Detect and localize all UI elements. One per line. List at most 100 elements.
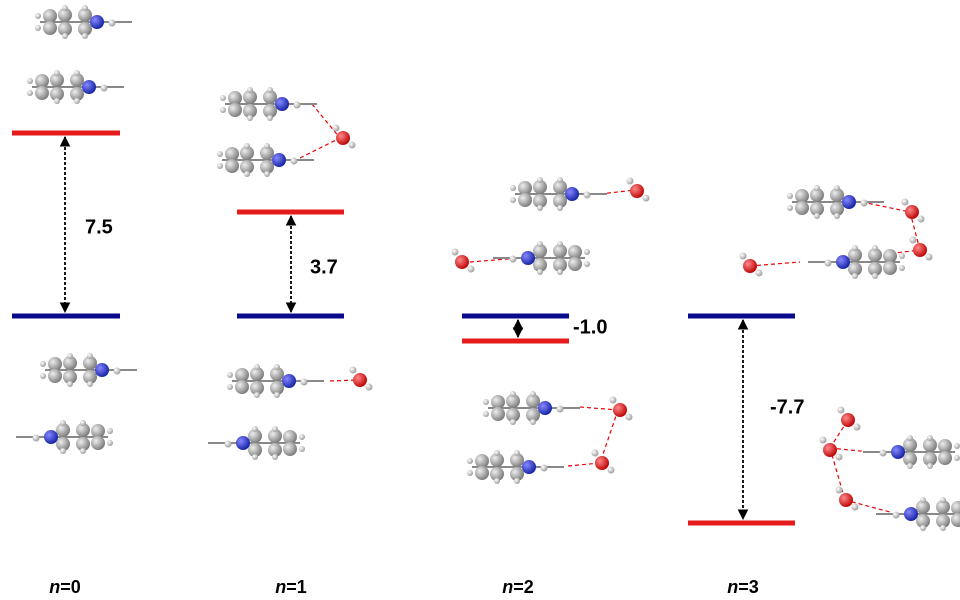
hydrogen bbox=[254, 392, 260, 398]
hydrogen bbox=[452, 249, 459, 256]
carbon bbox=[568, 257, 582, 271]
hydrogen bbox=[82, 5, 88, 11]
nitrogen bbox=[90, 15, 104, 29]
pyridine bbox=[876, 497, 960, 531]
carbon bbox=[491, 407, 505, 421]
panel-label: n=3 bbox=[727, 577, 759, 597]
hydrogen bbox=[82, 33, 88, 39]
carbon bbox=[48, 369, 62, 383]
oxygen bbox=[630, 184, 644, 198]
pyridine bbox=[483, 391, 580, 425]
label-variable: n bbox=[275, 577, 286, 597]
carbon bbox=[518, 181, 532, 195]
hydrogen bbox=[918, 216, 925, 223]
pyridine bbox=[227, 364, 324, 398]
hydrogen bbox=[60, 420, 66, 426]
hydrogen bbox=[541, 465, 548, 472]
hydrogen bbox=[834, 213, 840, 219]
energy-value: -1.0 bbox=[573, 316, 607, 338]
oxygen bbox=[595, 456, 609, 470]
panel-label: n=1 bbox=[275, 577, 307, 597]
hydrogen-bond bbox=[600, 410, 618, 463]
hydrogen bbox=[510, 185, 516, 191]
hydrogen bbox=[87, 353, 93, 359]
hydrogen bbox=[510, 256, 517, 263]
oxygen bbox=[823, 443, 837, 457]
hydrogen bbox=[838, 407, 845, 414]
hydrogen bbox=[252, 426, 258, 432]
hydrogen bbox=[54, 98, 60, 104]
hydrogen bbox=[954, 443, 960, 449]
hydrogen bbox=[927, 463, 933, 469]
hydrogen bbox=[272, 454, 278, 460]
nitrogen bbox=[565, 187, 579, 201]
hydrogen bbox=[349, 142, 356, 149]
hydrogen bbox=[301, 379, 308, 386]
hydrogen bbox=[907, 435, 913, 441]
hydrogen bbox=[80, 420, 86, 426]
pyridine bbox=[510, 177, 607, 211]
hydrogen bbox=[902, 199, 909, 206]
hydrogen-bond bbox=[300, 138, 340, 158]
hydrogen bbox=[467, 458, 473, 464]
hydrogen bbox=[80, 448, 86, 454]
hydrogen bbox=[626, 414, 633, 421]
hydrogen bbox=[109, 20, 116, 27]
hydrogen bbox=[514, 450, 520, 456]
hydrogen bbox=[557, 177, 563, 183]
carbon bbox=[43, 9, 57, 23]
hydrogen bbox=[227, 372, 233, 378]
hydrogen bbox=[247, 87, 253, 93]
pyridine bbox=[808, 245, 905, 279]
label-value: =2 bbox=[513, 577, 534, 597]
hydrogen bbox=[220, 95, 226, 101]
hydrogen bbox=[267, 115, 273, 121]
hydrogen bbox=[35, 13, 41, 19]
hydrogen bbox=[227, 384, 233, 390]
levels: 7.5n=03.7n=1-1.0n=2-7.7n=3 bbox=[12, 133, 804, 597]
hydrogen bbox=[62, 5, 68, 11]
hydrogen bbox=[872, 245, 878, 251]
oxygen bbox=[353, 373, 367, 387]
hydrogen bbox=[74, 98, 80, 104]
nitrogen bbox=[904, 507, 918, 521]
hydrogen bbox=[907, 463, 913, 469]
carbon bbox=[283, 442, 297, 456]
hydrogen bbox=[510, 391, 516, 397]
hydrogen bbox=[787, 205, 793, 211]
hydrogen bbox=[101, 85, 108, 92]
hydrogen bbox=[861, 200, 868, 207]
hydrogen bbox=[483, 411, 489, 417]
hydrogen bbox=[244, 171, 250, 177]
hydrogen bbox=[787, 193, 793, 199]
hydrogen-bond bbox=[312, 104, 340, 138]
carbon bbox=[43, 21, 57, 35]
carbon bbox=[228, 103, 242, 117]
carbon bbox=[475, 466, 489, 480]
hydrogen bbox=[274, 364, 280, 370]
hydrogen bbox=[852, 273, 858, 279]
hydrogen bbox=[627, 178, 634, 185]
pyridine bbox=[35, 5, 132, 39]
hydrogen bbox=[107, 428, 113, 434]
hydrogen bbox=[40, 373, 46, 379]
hydrogen bbox=[225, 441, 232, 448]
energy-value: 7.5 bbox=[85, 216, 113, 238]
hydrogen bbox=[247, 115, 253, 121]
hydrogen bbox=[557, 406, 564, 413]
hydrogen bbox=[67, 381, 73, 387]
hydrogen bbox=[467, 470, 473, 476]
panel-label: n=0 bbox=[49, 577, 81, 597]
nitrogen bbox=[538, 401, 552, 415]
pyridine bbox=[493, 241, 590, 275]
oxygen bbox=[613, 403, 627, 417]
nitrogen bbox=[82, 80, 96, 94]
pyridine bbox=[16, 420, 113, 454]
hydrogen bbox=[264, 171, 270, 177]
hydrogen bbox=[926, 254, 933, 261]
hydrogen bbox=[54, 70, 60, 76]
carbon bbox=[938, 439, 952, 453]
hydrogen bbox=[252, 454, 258, 460]
label-value: =0 bbox=[60, 577, 81, 597]
nitrogen bbox=[842, 195, 856, 209]
